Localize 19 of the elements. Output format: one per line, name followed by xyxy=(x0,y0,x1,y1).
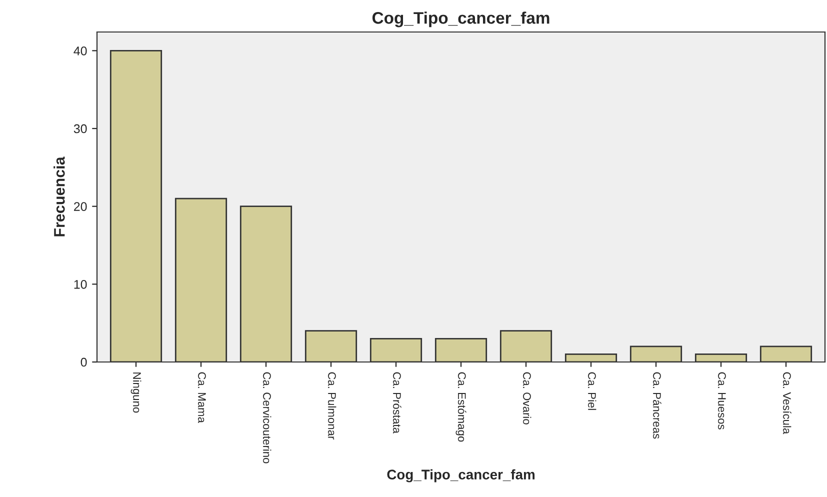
x-tick-label: Ca. Estómago xyxy=(456,372,466,442)
x-tick-label: Ca. Pulmonar xyxy=(328,372,336,440)
y-tick-label: 0 xyxy=(80,358,87,367)
x-tick-label: Ca. Vesícula xyxy=(783,372,792,434)
y-tick-label: 10 xyxy=(74,280,87,289)
y-tick-label: 30 xyxy=(74,124,87,134)
y-tick-label: 40 xyxy=(74,46,87,56)
x-tick-label: Ca. Mama xyxy=(198,372,206,423)
x-tick-label: Ca. Próstata xyxy=(393,372,402,434)
x-tick-label: Ca. Páncreas xyxy=(653,372,662,439)
x-tick-label: Ca. Huesos xyxy=(718,372,726,430)
x-tick-label: Ca. Cervicouterino xyxy=(263,372,272,464)
x-tick-label: Ca. Ovario xyxy=(523,372,532,424)
y-tick-label: 20 xyxy=(74,202,87,211)
x-tick-label: Ninguno xyxy=(130,372,142,413)
x-tick-label: Ca. Piel xyxy=(588,372,596,410)
chart-title: Cog_Tipo_cancer_fam xyxy=(372,12,550,28)
x-axis-title: Cog_Tipo_cancer_fam xyxy=(387,469,535,482)
y-axis-title: Frecuencia xyxy=(54,156,65,236)
